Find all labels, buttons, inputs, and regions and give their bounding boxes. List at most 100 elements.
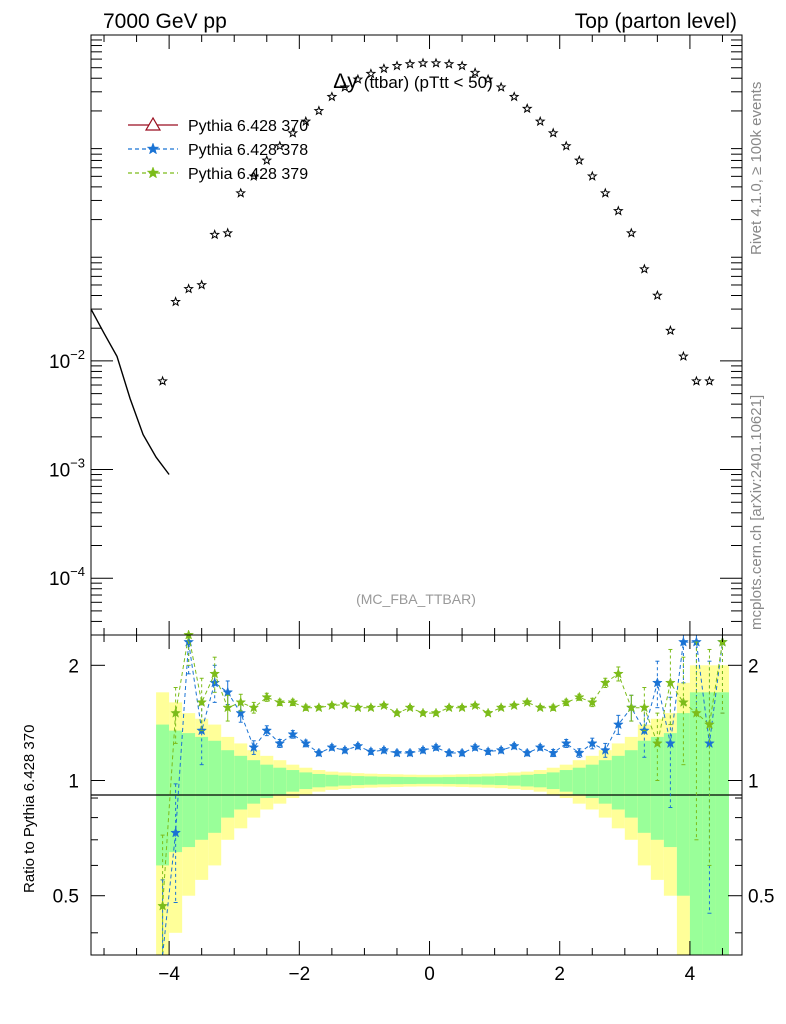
reference-point — [495, 81, 507, 92]
source-label: mcplots.cern.ch [arXiv:2401.10621] — [748, 395, 765, 630]
reference-point — [691, 375, 702, 386]
green-band-bin — [585, 764, 599, 799]
ratio-point — [586, 696, 598, 707]
ratio-y-tick-label-right: 0.5 — [748, 887, 774, 908]
reference-point — [534, 115, 546, 127]
ratio-x-tick-label: −2 — [288, 964, 310, 985]
ratio-point — [586, 737, 598, 749]
green-band-bin — [377, 776, 391, 785]
green-band-bin — [455, 776, 469, 785]
green-band-bin — [182, 733, 196, 848]
ratio-point — [612, 668, 624, 679]
ratio-point — [508, 699, 520, 711]
ratio-y-tick-label-right: 1 — [748, 772, 759, 793]
ratio-point — [248, 701, 260, 713]
green-band-bin — [637, 740, 651, 833]
ratio-x-tick-label: 2 — [554, 964, 565, 985]
ratio-series-group — [157, 629, 728, 956]
ratio-point — [417, 707, 429, 718]
main-y-tick-label: 10−4 — [49, 564, 85, 590]
green-band-bin — [416, 777, 430, 784]
legend: Pythia 6.428 370 Pythia 6.428 378 Pythia 6… — [128, 116, 308, 183]
ratio-y-tick-label-left: 0.5 — [53, 887, 79, 908]
ratio-point — [599, 744, 611, 755]
ratio-point — [352, 740, 364, 751]
ratio-y-label: Ratio to Pythia 6.428 370 — [21, 725, 38, 893]
green-band-bin — [195, 736, 209, 840]
green-band-bin — [260, 764, 274, 799]
ratio-point — [573, 747, 585, 758]
ratio-y-tick-label-left: 2 — [68, 656, 79, 677]
ratio-point — [261, 724, 273, 736]
green-band-bin — [624, 750, 638, 818]
green-band-bin — [429, 777, 443, 784]
ratio-point — [704, 718, 715, 730]
green-band-bin — [299, 772, 313, 790]
ratio-point — [482, 745, 494, 757]
reference-point — [313, 105, 325, 116]
green-band-bin — [533, 773, 547, 788]
ratio-y-tick-label-right: 2 — [748, 656, 759, 677]
ratio-point — [404, 701, 416, 713]
ratio-x-tick-label: −4 — [158, 964, 180, 985]
green-band-bin — [546, 772, 560, 790]
reference-point — [665, 324, 676, 336]
ratio-point — [638, 701, 650, 713]
reference-point — [508, 91, 520, 102]
ratio-point — [352, 701, 364, 713]
ratio-point — [391, 707, 403, 718]
reference-point — [274, 140, 286, 151]
reference-point — [573, 154, 585, 166]
green-band-bin — [559, 770, 573, 792]
green-band-bin — [390, 776, 404, 785]
ratio-series-line — [162, 634, 723, 907]
legend-label: Pythia 6.428 378 — [188, 142, 308, 159]
reference-point — [404, 58, 416, 69]
ratio-point — [326, 741, 338, 753]
watermark: (MC_FBA_TTBAR) — [356, 591, 476, 607]
ratio-point — [678, 696, 689, 707]
ratio-point — [612, 718, 624, 730]
green-band-bin — [286, 770, 300, 792]
plot-title-sub: (ttbar) (pTtt < 50) — [364, 73, 493, 92]
reference-point — [339, 81, 351, 92]
ratio-x-tick-label: 4 — [685, 964, 696, 985]
ratio-point — [339, 744, 351, 755]
ratio-point — [300, 701, 312, 713]
main-panel: 10−410−310−2 Δy (ttbar) (pTtt < 50) (MC_F… — [49, 34, 743, 636]
ratio-point — [521, 696, 533, 707]
ratio-point — [378, 744, 390, 755]
legend-triangle-marker — [144, 116, 162, 131]
ratio-point — [664, 677, 676, 688]
ratio-point — [196, 696, 208, 707]
ratio-point — [287, 696, 299, 707]
ratio-point — [508, 740, 520, 751]
ratio-point — [222, 701, 234, 713]
green-band-bin — [442, 777, 456, 785]
ratio-point — [430, 741, 442, 753]
ratio-point — [417, 744, 429, 755]
reference-point — [417, 57, 429, 68]
ratio-point — [469, 699, 481, 711]
ratio-point — [326, 699, 338, 711]
ratio-point — [404, 747, 416, 758]
green-band-bin — [338, 775, 352, 786]
ratio-point — [235, 707, 247, 718]
ratio-point — [469, 741, 481, 753]
green-band-bin — [715, 692, 729, 955]
ratio-point — [534, 701, 546, 713]
reference-point — [430, 57, 442, 68]
green-band-bin — [351, 776, 365, 786]
ratio-point — [560, 696, 572, 707]
ratio-point — [547, 701, 559, 713]
reference-point — [183, 283, 194, 294]
reference-point — [469, 67, 481, 78]
green-band-bin — [507, 775, 521, 786]
ratio-point — [482, 707, 494, 718]
reference-point — [443, 58, 455, 69]
reference-point — [625, 227, 637, 238]
reference-point — [599, 187, 611, 198]
ratio-point — [391, 747, 403, 758]
reference-point — [248, 170, 260, 181]
